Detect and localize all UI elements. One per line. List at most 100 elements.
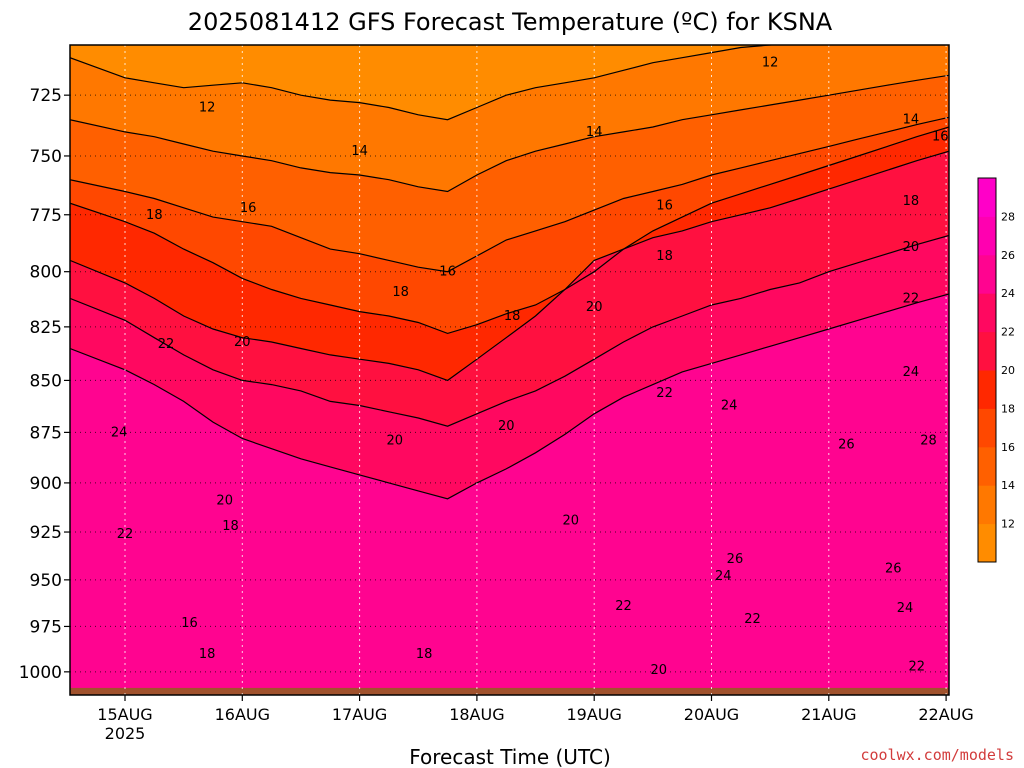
contour-label: 24 <box>715 569 732 584</box>
isotherm-lines <box>70 45 949 500</box>
colorbar-label: 22 <box>1001 326 1015 339</box>
band-20-22 <box>70 151 949 427</box>
contour-label: 26 <box>727 552 744 567</box>
contour-label: 18 <box>222 519 239 534</box>
band-14-16 <box>70 75 949 272</box>
y-tick-label: 800 <box>30 263 62 283</box>
contour-label: 16 <box>181 616 198 631</box>
contour-label: 18 <box>392 285 409 300</box>
contour-label: 16 <box>439 265 456 280</box>
contour-label: 26 <box>838 438 855 453</box>
contour-label: 22 <box>744 612 761 627</box>
colorbar-label: 18 <box>1001 402 1015 415</box>
y-tick-label: 950 <box>30 571 62 591</box>
contour-label: 12 <box>762 56 779 71</box>
colorbar-swatch <box>978 485 996 525</box>
x-axis: 15AUG 16AUG 17AUG 18AUG 19AUG 20AUG 21AUG 22AUG… <box>97 695 974 743</box>
x-tick-label: 20AUG <box>684 705 739 724</box>
band-below-12 <box>70 45 949 120</box>
chart-title: 2025081412 GFS Forecast Temperature (ºC)… <box>188 8 833 36</box>
colorbar-swatch <box>978 408 996 448</box>
band-above-24 <box>70 294 949 695</box>
y-tick-label: 725 <box>30 86 62 106</box>
isotherm-12 <box>70 45 778 121</box>
isotherm-16 <box>70 116 949 273</box>
colorbar-label: 14 <box>1001 479 1015 492</box>
x-tick-label: 16AUG <box>215 705 270 724</box>
colorbar-label: 26 <box>1001 249 1015 262</box>
colorbar-swatch <box>978 293 996 333</box>
contour-label: 12 <box>199 100 216 115</box>
contour-label: 18 <box>504 309 521 324</box>
ground-strip <box>70 687 949 695</box>
contour-label: 18 <box>416 647 433 662</box>
colorbar-label: 28 <box>1001 210 1015 223</box>
contour-label: 20 <box>216 494 233 509</box>
y-tick-label: 1000 <box>19 663 62 683</box>
colorbar-swatch <box>978 254 996 294</box>
y-tick-label: 825 <box>30 318 62 338</box>
x-tick-label: 21AUG <box>801 705 856 724</box>
contour-label: 22 <box>909 659 926 674</box>
isotherm-18 <box>70 126 949 335</box>
colorbar-label: 24 <box>1001 287 1015 300</box>
colorbar-swatch <box>978 178 996 217</box>
contour-label: 20 <box>498 419 515 434</box>
contour-label: 20 <box>903 240 920 255</box>
contour-label: 14 <box>903 113 920 128</box>
contour-label: 14 <box>351 144 368 159</box>
colorbar-label: 20 <box>1001 364 1015 377</box>
colorbar-swatch <box>978 523 996 563</box>
contour-label: 20 <box>562 513 579 528</box>
contour-label: 24 <box>897 601 914 616</box>
colorbar-label: 12 <box>1001 518 1015 531</box>
contour-label: 14 <box>586 125 603 140</box>
contour-label: 28 <box>920 434 937 449</box>
contour-label: 24 <box>721 399 738 414</box>
contour-label: 22 <box>903 291 920 306</box>
band-16-18 <box>70 117 949 334</box>
y-tick-label: 850 <box>30 371 62 391</box>
contour-label: 18 <box>199 647 216 662</box>
x-tick-year: 2025 <box>105 724 146 743</box>
colorbar-swatch <box>978 331 996 371</box>
band-12-14 <box>70 45 949 192</box>
contour-label: 20 <box>650 663 667 678</box>
y-tick-label: 925 <box>30 523 62 543</box>
colorbar-label: 16 <box>1001 441 1015 454</box>
band-18-20 <box>70 127 949 381</box>
colorbar-swatch <box>978 370 996 409</box>
x-tick-label: 15AUG <box>97 705 152 724</box>
contour-label: 22 <box>656 386 673 401</box>
credit-link[interactable]: coolwx.com/models <box>860 746 1014 764</box>
contour-label: 18 <box>903 194 920 209</box>
contour-label: 24 <box>903 365 920 380</box>
contour-label: 20 <box>586 300 603 315</box>
colorbar-frame <box>977 177 997 563</box>
contour-labels: 12 12 14 14 14 16 16 16 16 18 18 18 18 18 20 20 20 22 22 24… <box>111 56 949 678</box>
x-axis-label: Forecast Time (UTC) <box>409 745 611 768</box>
y-tick-label: 750 <box>30 147 62 167</box>
contour-label: 24 <box>111 425 128 440</box>
x-tick-label: 17AUG <box>332 705 387 724</box>
colorbar-swatch <box>978 446 996 486</box>
x-tick-label: 18AUG <box>449 705 504 724</box>
y-tick-label: 975 <box>30 617 62 637</box>
contour-label: 20 <box>234 335 251 350</box>
colorbar-swatch <box>978 216 996 256</box>
colorbar: 12 14 16 18 20 22 24 26 28 <box>977 177 1015 563</box>
surface-strip <box>70 687 949 695</box>
contour-label: 16 <box>932 130 949 145</box>
contour-label: 16 <box>656 198 673 213</box>
isotherm-24 <box>70 293 949 500</box>
contour-label: 22 <box>117 527 134 542</box>
contour-label: 16 <box>240 201 257 216</box>
grid-lines <box>70 45 949 695</box>
contour-label: 22 <box>615 599 632 614</box>
y-tick-label: 900 <box>30 474 62 494</box>
y-axis: 725 750 775 800 825 850 875 900 925 950 975 1000 <box>19 86 70 683</box>
contour-label: 26 <box>885 561 902 576</box>
contour-label: 20 <box>387 434 404 449</box>
y-tick-label: 775 <box>30 206 62 226</box>
y-tick-label: 875 <box>30 423 62 443</box>
